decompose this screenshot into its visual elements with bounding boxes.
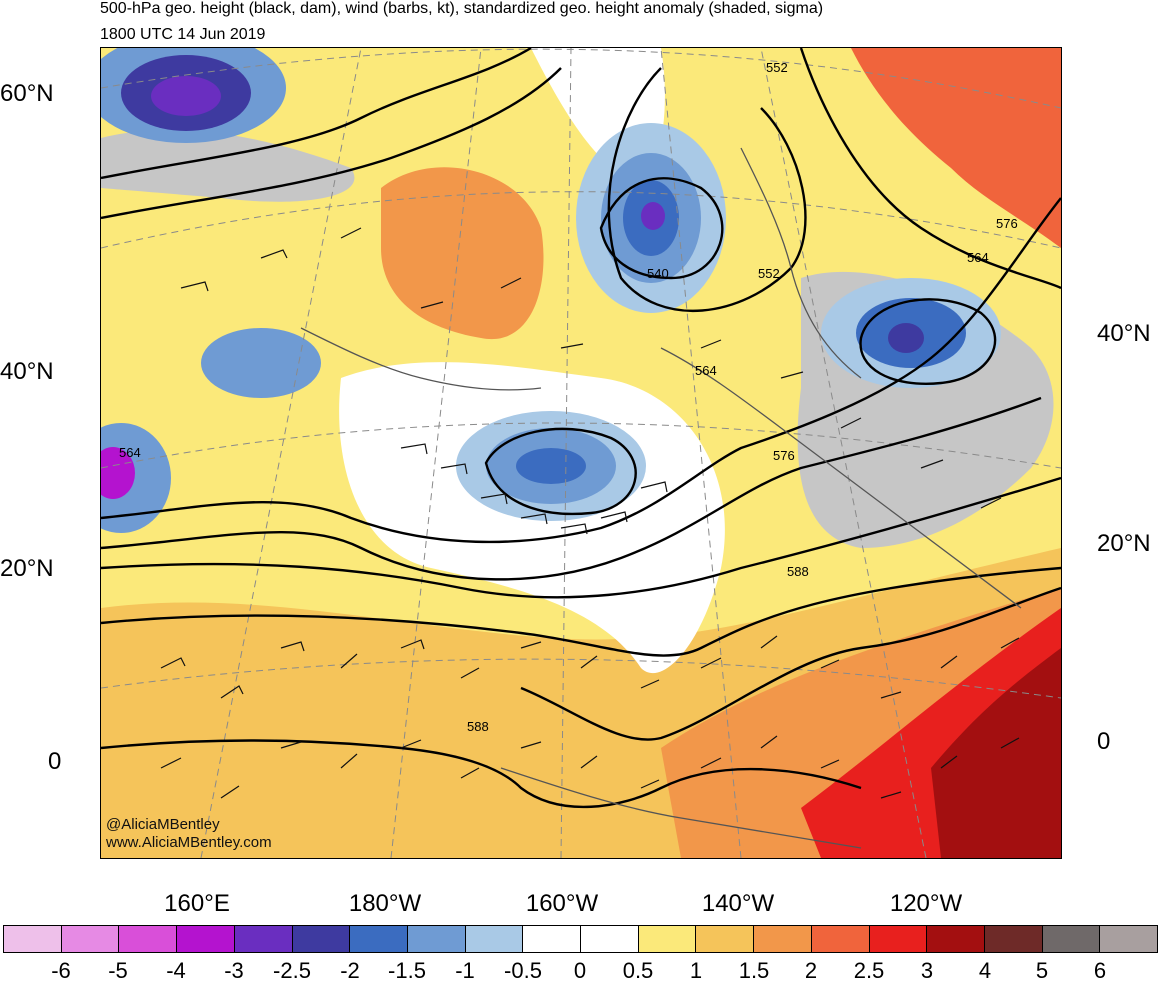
contour-label: 588 xyxy=(467,719,489,734)
colorbar-swatch xyxy=(581,926,639,952)
colorbar-tick: 0.5 xyxy=(622,958,654,983)
lat-label-20n: 20°N xyxy=(0,555,54,582)
lat-label-equator: 0 xyxy=(48,748,62,775)
colorbar-swatch xyxy=(869,926,928,952)
trough-shading-west xyxy=(201,328,321,398)
colorbar-swatch xyxy=(350,926,408,952)
contour-label: 564 xyxy=(967,250,989,265)
height-contours xyxy=(101,48,1061,809)
contour-label: 540 xyxy=(647,266,669,281)
colorbar-swatch xyxy=(638,926,697,952)
lon-label-160e: 160°E xyxy=(164,890,230,917)
contour-label: 576 xyxy=(773,448,795,463)
coastlines xyxy=(300,147,1022,849)
lon-label-120w: 120°W xyxy=(889,890,963,917)
colorbar-swatch xyxy=(177,926,235,952)
lon-label-140w: 140°W xyxy=(701,890,775,917)
colorbar-tick: 1 xyxy=(689,958,703,983)
contour-labels: 552 576 564 540 552 564 576 564 588 588 xyxy=(119,60,1018,734)
colorbar-tick: -5 xyxy=(108,958,128,983)
colorbar-tick: -6 xyxy=(51,958,71,983)
colorbar-tick: -1 xyxy=(455,958,475,983)
contour-label: 552 xyxy=(758,266,780,281)
map-datetime: 1800 UTC 14 Jun 2019 xyxy=(100,26,266,43)
lat-label-60n: 60°N xyxy=(0,80,54,107)
colorbar-swatch xyxy=(927,926,985,952)
lat-label-40n-right: 40°N xyxy=(1097,320,1151,347)
contour-label: 552 xyxy=(766,60,788,75)
wind-barbs xyxy=(160,227,1020,799)
colorbar-swatch xyxy=(407,926,466,952)
map-panel: 552 576 564 540 552 564 576 564 588 588 xyxy=(100,47,1062,859)
colorbar-tick: 6 xyxy=(1093,958,1107,983)
contour-label: 576 xyxy=(996,216,1018,231)
colorbar-tick: -4 xyxy=(166,958,186,983)
colorbar-swatch xyxy=(523,926,582,952)
colorbar-tick: 2 xyxy=(804,958,818,983)
credit-twitter: @AliciaMBentley xyxy=(106,816,220,833)
colorbar-tick: -2.5 xyxy=(273,958,311,983)
colorbar-tick: 5 xyxy=(1035,958,1049,983)
colorbar-tick: 0 xyxy=(573,958,587,983)
graticule xyxy=(101,48,1061,858)
colorbar-tick: 2.5 xyxy=(853,958,885,983)
colorbar-swatch xyxy=(984,926,1043,952)
credit-website: www.AliciaMBentley.com xyxy=(106,834,272,851)
colorbar-swatch xyxy=(811,926,870,952)
colorbar-swatch xyxy=(234,926,293,952)
lon-label-180w: 180°W xyxy=(348,890,422,917)
positive-anomaly-north-pacific xyxy=(381,167,544,340)
colorbar-swatch xyxy=(754,926,812,952)
colorbar-tick: 4 xyxy=(978,958,992,983)
lon-label-160w: 160°W xyxy=(525,890,599,917)
colorbar-tick: -0.5 xyxy=(504,958,542,983)
colorbar-swatch xyxy=(1042,926,1101,952)
map-title: 500-hPa geo. height (black, dam), wind (… xyxy=(100,0,824,17)
lat-label-equator-right: 0 xyxy=(1097,728,1111,755)
colorbar-swatch xyxy=(61,926,120,952)
map-graphic: 552 576 564 540 552 564 576 564 588 588 xyxy=(101,48,1061,858)
anomaly-colorbar xyxy=(3,925,1158,953)
colorbar-swatch xyxy=(4,926,62,952)
contour-label: 564 xyxy=(695,363,717,378)
lat-label-40n: 40°N xyxy=(0,358,54,385)
extreme-positive-anomaly-area xyxy=(931,648,1061,858)
colorbar-tick: -2 xyxy=(340,958,360,983)
colorbar-tick: 1.5 xyxy=(738,958,770,983)
colorbar-tick: -3 xyxy=(224,958,244,983)
colorbar-swatch xyxy=(292,926,351,952)
lat-label-20n-right: 20°N xyxy=(1097,530,1151,557)
contour-label: 588 xyxy=(787,564,809,579)
colorbar-swatch xyxy=(696,926,755,952)
colorbar-swatch xyxy=(119,926,178,952)
colorbar-swatch xyxy=(465,926,524,952)
colorbar-tick: 3 xyxy=(920,958,934,983)
colorbar-tick: -1.5 xyxy=(388,958,426,983)
colorbar-swatch xyxy=(1100,926,1158,952)
contour-label: 564 xyxy=(119,445,141,460)
positive-anomaly-northeast xyxy=(851,48,1061,248)
